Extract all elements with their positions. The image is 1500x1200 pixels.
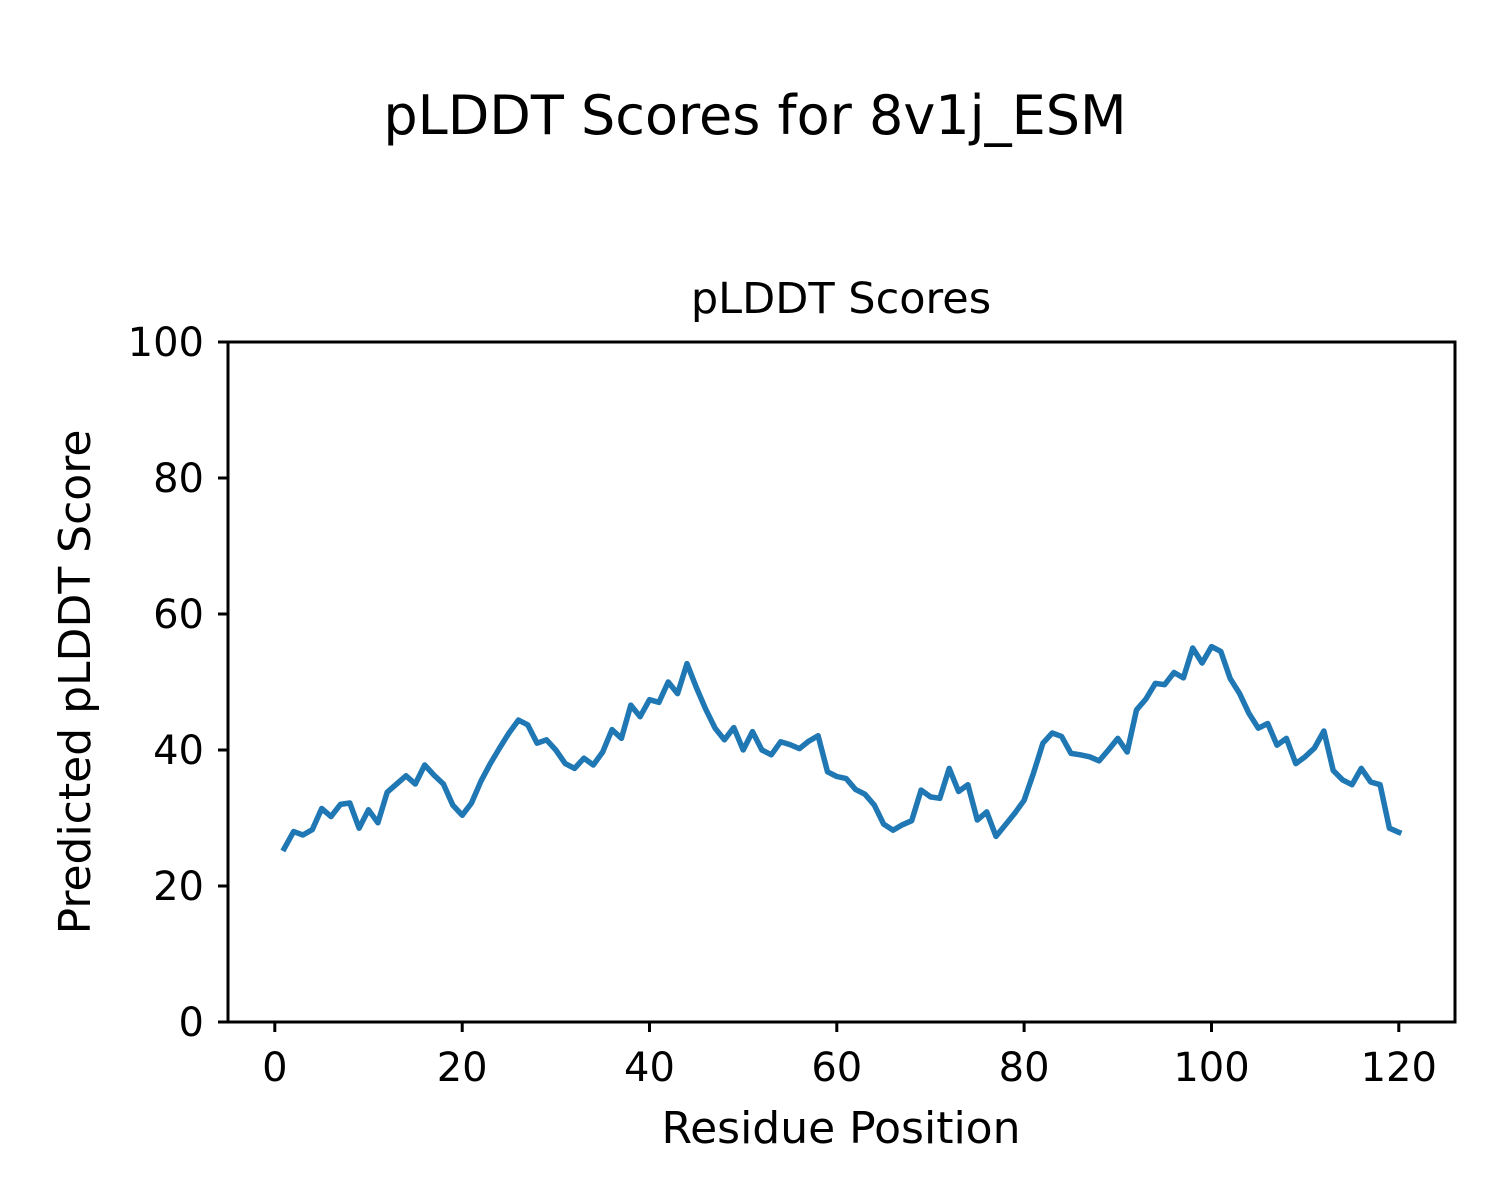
y-tick-label: 100: [128, 320, 204, 366]
x-tick-labels: 0 20 40 60 80 100 120: [262, 1045, 1437, 1091]
axes-title: pLDDT Scores: [691, 274, 991, 324]
x-tick-label: 100: [1173, 1045, 1249, 1091]
x-tick-label: 60: [811, 1045, 862, 1091]
y-axis-label: Predicted pLDDT Score: [50, 430, 101, 935]
y-tick-label: 0: [179, 1000, 204, 1046]
y-tick-marks: [218, 340, 228, 1024]
y-tick-label: 80: [153, 456, 204, 502]
x-tick-label: 0: [262, 1045, 287, 1091]
axes-spines: [226, 340, 1457, 1024]
x-tick-label: 40: [624, 1045, 675, 1091]
x-tick-marks: [273, 1022, 1401, 1032]
x-tick-label: 120: [1361, 1045, 1437, 1091]
plddt-line-series: [280, 643, 1403, 853]
y-tick-label: 40: [153, 728, 204, 774]
y-tick-labels: 0 20 40 60 80 100: [128, 320, 204, 1046]
x-tick-label: 20: [437, 1045, 488, 1091]
y-tick-label: 20: [153, 864, 204, 910]
x-tick-label: 80: [999, 1045, 1050, 1091]
y-tick-label: 60: [153, 592, 204, 638]
x-axis-label: Residue Position: [661, 1103, 1020, 1154]
figure-suptitle: pLDDT Scores for 8v1j_ESM: [383, 84, 1126, 147]
